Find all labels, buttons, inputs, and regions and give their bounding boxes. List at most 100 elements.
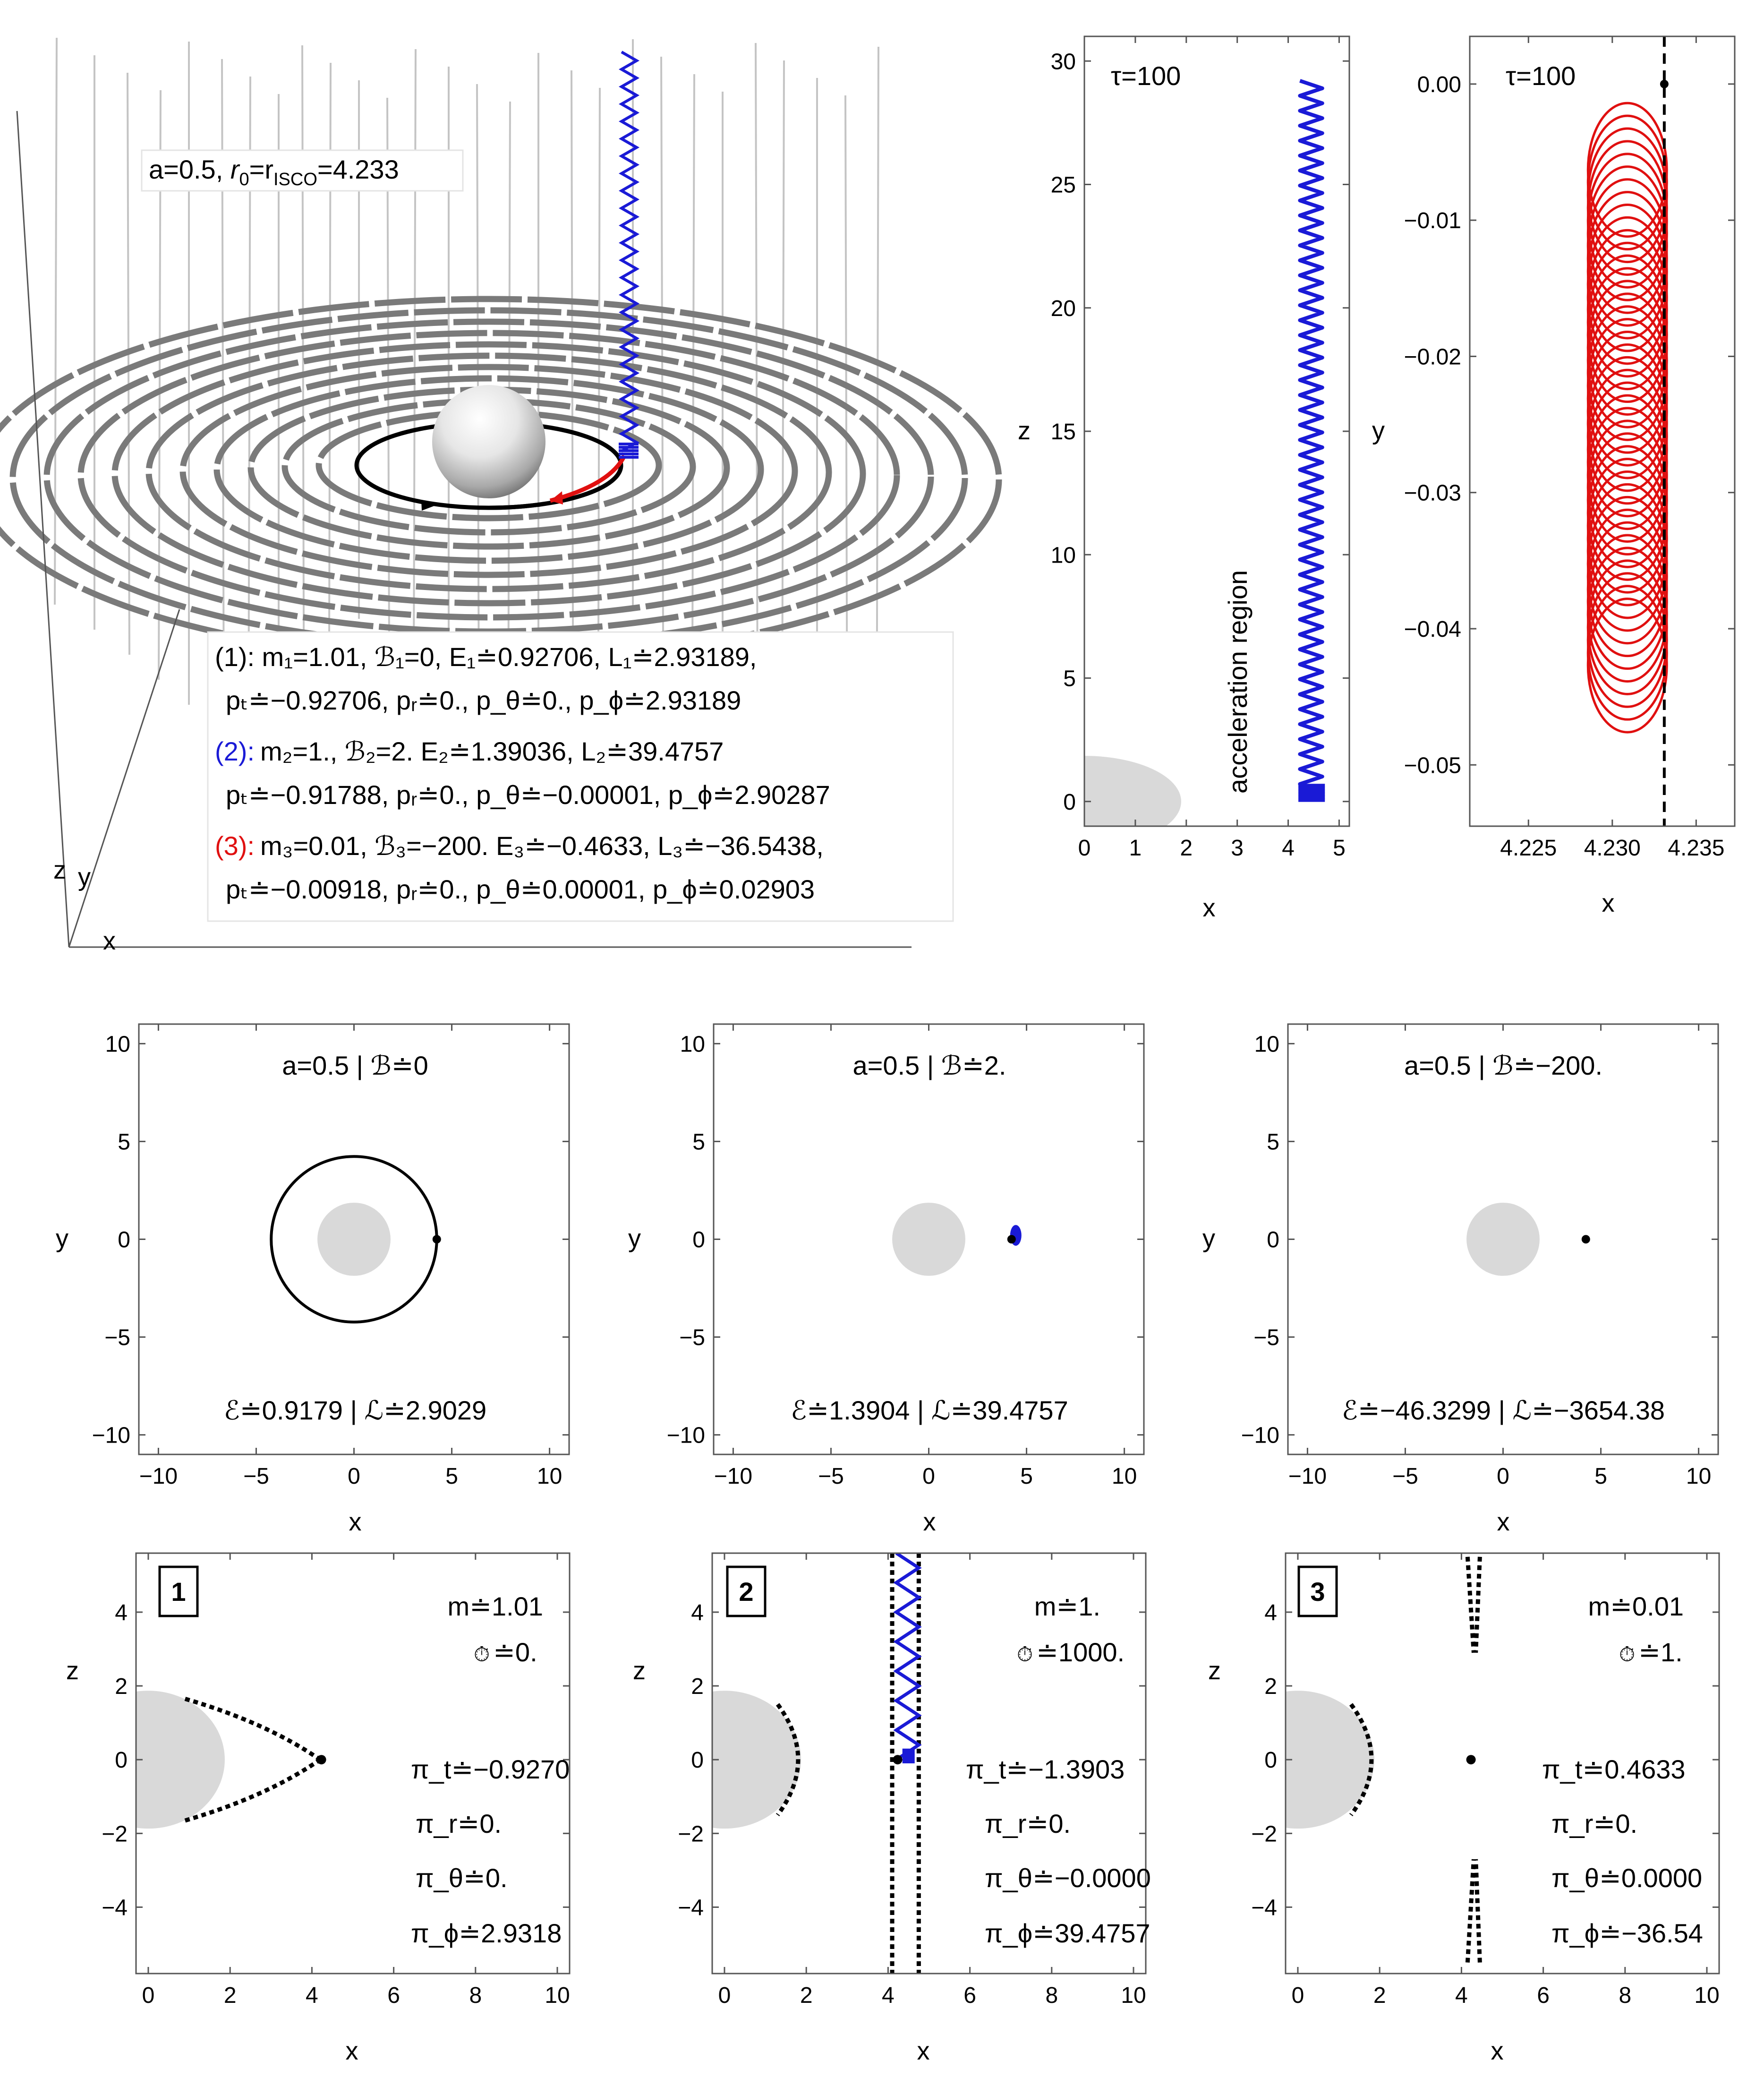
y-tick-label: −2: [102, 1821, 128, 1846]
y-tick-label: 10: [105, 1032, 130, 1057]
axis-label-y: y: [628, 1224, 641, 1253]
x-tick-label: 2: [1373, 1983, 1386, 2008]
trajectory-start-cluster: [902, 1748, 915, 1763]
y-tick-label: 5: [118, 1129, 130, 1154]
momentum-t: π_t≐−1.3903: [966, 1754, 1125, 1784]
y-tick-label: −0.03: [1404, 481, 1461, 506]
x-tick-label: 4: [306, 1983, 318, 2008]
proper-time-value: ≐0.: [493, 1637, 537, 1667]
x-tick-label: −10: [139, 1464, 178, 1489]
axis-ticks: 0 2 4 6 8 10 −4 −2 0 2 4: [678, 1553, 1146, 2008]
axis-label-z-3d: z: [53, 856, 66, 884]
x-tick-label: 6: [1537, 1983, 1550, 2008]
legend-p3-line2: pₜ≐−0.00918, pᵣ≐0., p_θ≐0.00001, p_ϕ≐0.0…: [226, 874, 815, 904]
panel-title: a=0.5 | ℬ≐−200.: [1404, 1051, 1602, 1080]
axis-ticks: 0 1 2 3 4 5 0 5 10 15 20 25 30: [1051, 36, 1349, 861]
particle-badge-frame: [158, 1565, 199, 1617]
zero-velocity-wall-top: [1465, 1556, 1476, 1653]
x-tick-label: 10: [1694, 1983, 1719, 2008]
y-tick-label: −5: [679, 1325, 705, 1350]
disk-ring: [145, 352, 832, 592]
x-tick-label: 5: [1594, 1464, 1607, 1489]
field-line: [127, 72, 130, 655]
panel-title: τ=100: [1506, 61, 1576, 91]
momentum-r: π_r≐0.: [1551, 1809, 1637, 1838]
axis-label-x: x: [1602, 889, 1615, 917]
momentum-t: π_t≐0.4633: [1542, 1754, 1686, 1784]
chart-xy-particle-1: −10 −5 0 5 10 −10 −5 0 5 10 a=0.5 | ℬ≐0 ℰ≐0.9179 …: [56, 1023, 570, 1536]
disk-ring: [179, 364, 798, 578]
x-tick-label: 4: [1455, 1983, 1468, 2008]
x-tick-label: 10: [1121, 1983, 1146, 2008]
particle-position: [893, 1755, 903, 1765]
axis-ticks: 4.225 4.230 4.235 0.00 −0.01 −0.02 −0.03 −0.04 −…: [1404, 36, 1735, 861]
plot-area: [1466, 1203, 1590, 1276]
panel-footer: ℰ≐1.3904 | ℒ≐39.4757: [791, 1395, 1068, 1425]
chart-xy-zoom: 4.225 4.230 4.235 0.00 −0.01 −0.02 −0.03 −0.04 −…: [1372, 35, 1736, 917]
trajectory-particle-3: [549, 454, 627, 503]
axis-label-x: x: [346, 2037, 358, 2065]
start-point: [1660, 79, 1669, 88]
particle-position: [1581, 1235, 1590, 1244]
field-line: [755, 43, 758, 709]
axis-label-x: x: [1203, 894, 1216, 922]
x-tick-label: 10: [1686, 1464, 1711, 1489]
x-tick-label: 10: [1112, 1464, 1137, 1489]
chart-xz-acceleration: 0 1 2 3 4 5 0 5 10 15 20 25 30 τ=100 acceleration re…: [1018, 35, 1350, 922]
x-tick-label: −10: [714, 1464, 752, 1489]
horizon-region: [1286, 1691, 1374, 1829]
y-tick-label: −4: [102, 1895, 128, 1920]
plot-area: [712, 1553, 922, 1974]
x-tick-label: 4.225: [1500, 836, 1557, 861]
y-tick-label: −2: [678, 1821, 704, 1846]
plot-frame: [135, 1552, 571, 1974]
panel-footer: ℰ≐−46.3299 | ℒ≐−3654.38: [1342, 1395, 1665, 1425]
axis-ticks: 0 2 4 6 8 10 −4 −2 0 2 4: [102, 1553, 570, 2008]
x-tick-label: 0: [1292, 1983, 1304, 2008]
y-tick-label: −2: [1251, 1821, 1277, 1846]
momentum-t: π_t≐−0.9270: [411, 1754, 570, 1784]
y-tick-label: −4: [678, 1895, 704, 1920]
axis-ticks: 0 2 4 6 8 10 −4 −2 0 2 4: [1251, 1553, 1720, 2008]
legend-p1-line1: (1): m₁=1.01, ℬ₁=0, E₁≐0.92706, L₁≐2.931…: [215, 642, 757, 672]
y-tick-label: 10: [680, 1032, 705, 1057]
x-tick-label: 5: [445, 1464, 458, 1489]
chart-xz-particle-2: 0 2 4 6 8 10 −4 −2 0 2 4 2 m≐1. ⏱ ≐1000. π_t≐−1.39…: [633, 1552, 1151, 2065]
y-tick-label: 25: [1051, 173, 1076, 198]
chart-xz-particle-1: 0 2 4 6 8 10 −4 −2 0 2 4 1 m≐1.01 ⏱ ≐0. π_t≐−0.927…: [66, 1552, 571, 2065]
particle-badge-number: 3: [1310, 1577, 1325, 1607]
trajectory-3-arrowhead: [550, 491, 563, 504]
y-tick-label: 5: [1063, 667, 1076, 692]
y-tick-label: 2: [1264, 1674, 1277, 1699]
legend-box: [207, 631, 954, 922]
disk-ring: [213, 375, 764, 564]
y-tick-label: 5: [1267, 1129, 1279, 1154]
x-tick-label: 0: [922, 1464, 935, 1489]
particle-position: [316, 1755, 326, 1765]
x-tick-label: 4: [882, 1983, 895, 2008]
plot-area: [136, 1691, 326, 1829]
axis-label-z: z: [1208, 1657, 1221, 1685]
horizon-region: [1084, 756, 1181, 826]
y-tick-label: 0: [118, 1228, 130, 1253]
y-tick-label: 4: [115, 1600, 128, 1625]
plot-area: [892, 1203, 1022, 1276]
axis-ticks: −10 −5 0 5 10 −10 −5 0 5 10: [92, 1024, 569, 1489]
field-line: [54, 37, 58, 605]
clock-icon: ⏱: [1017, 1643, 1033, 1666]
x-tick-label: 8: [469, 1983, 482, 2008]
zero-velocity-arc: [1349, 1703, 1374, 1816]
orbit-front-segment: [488, 465, 623, 510]
y-tick-label: 2: [115, 1674, 128, 1699]
x-tick-label: 6: [387, 1983, 400, 2008]
black-hole-sphere: [432, 385, 545, 498]
separatrix-upper: [184, 1697, 322, 1761]
x-tick-label: 0: [142, 1983, 155, 2008]
particle-badge-number: 2: [739, 1577, 753, 1607]
axis-label-x: x: [1497, 1508, 1510, 1536]
y-tick-label: 10: [1051, 543, 1076, 568]
horizon-disc: [892, 1203, 965, 1276]
trajectory-particle-2: [893, 1553, 922, 1761]
x-tick-label: 4.235: [1668, 836, 1724, 861]
